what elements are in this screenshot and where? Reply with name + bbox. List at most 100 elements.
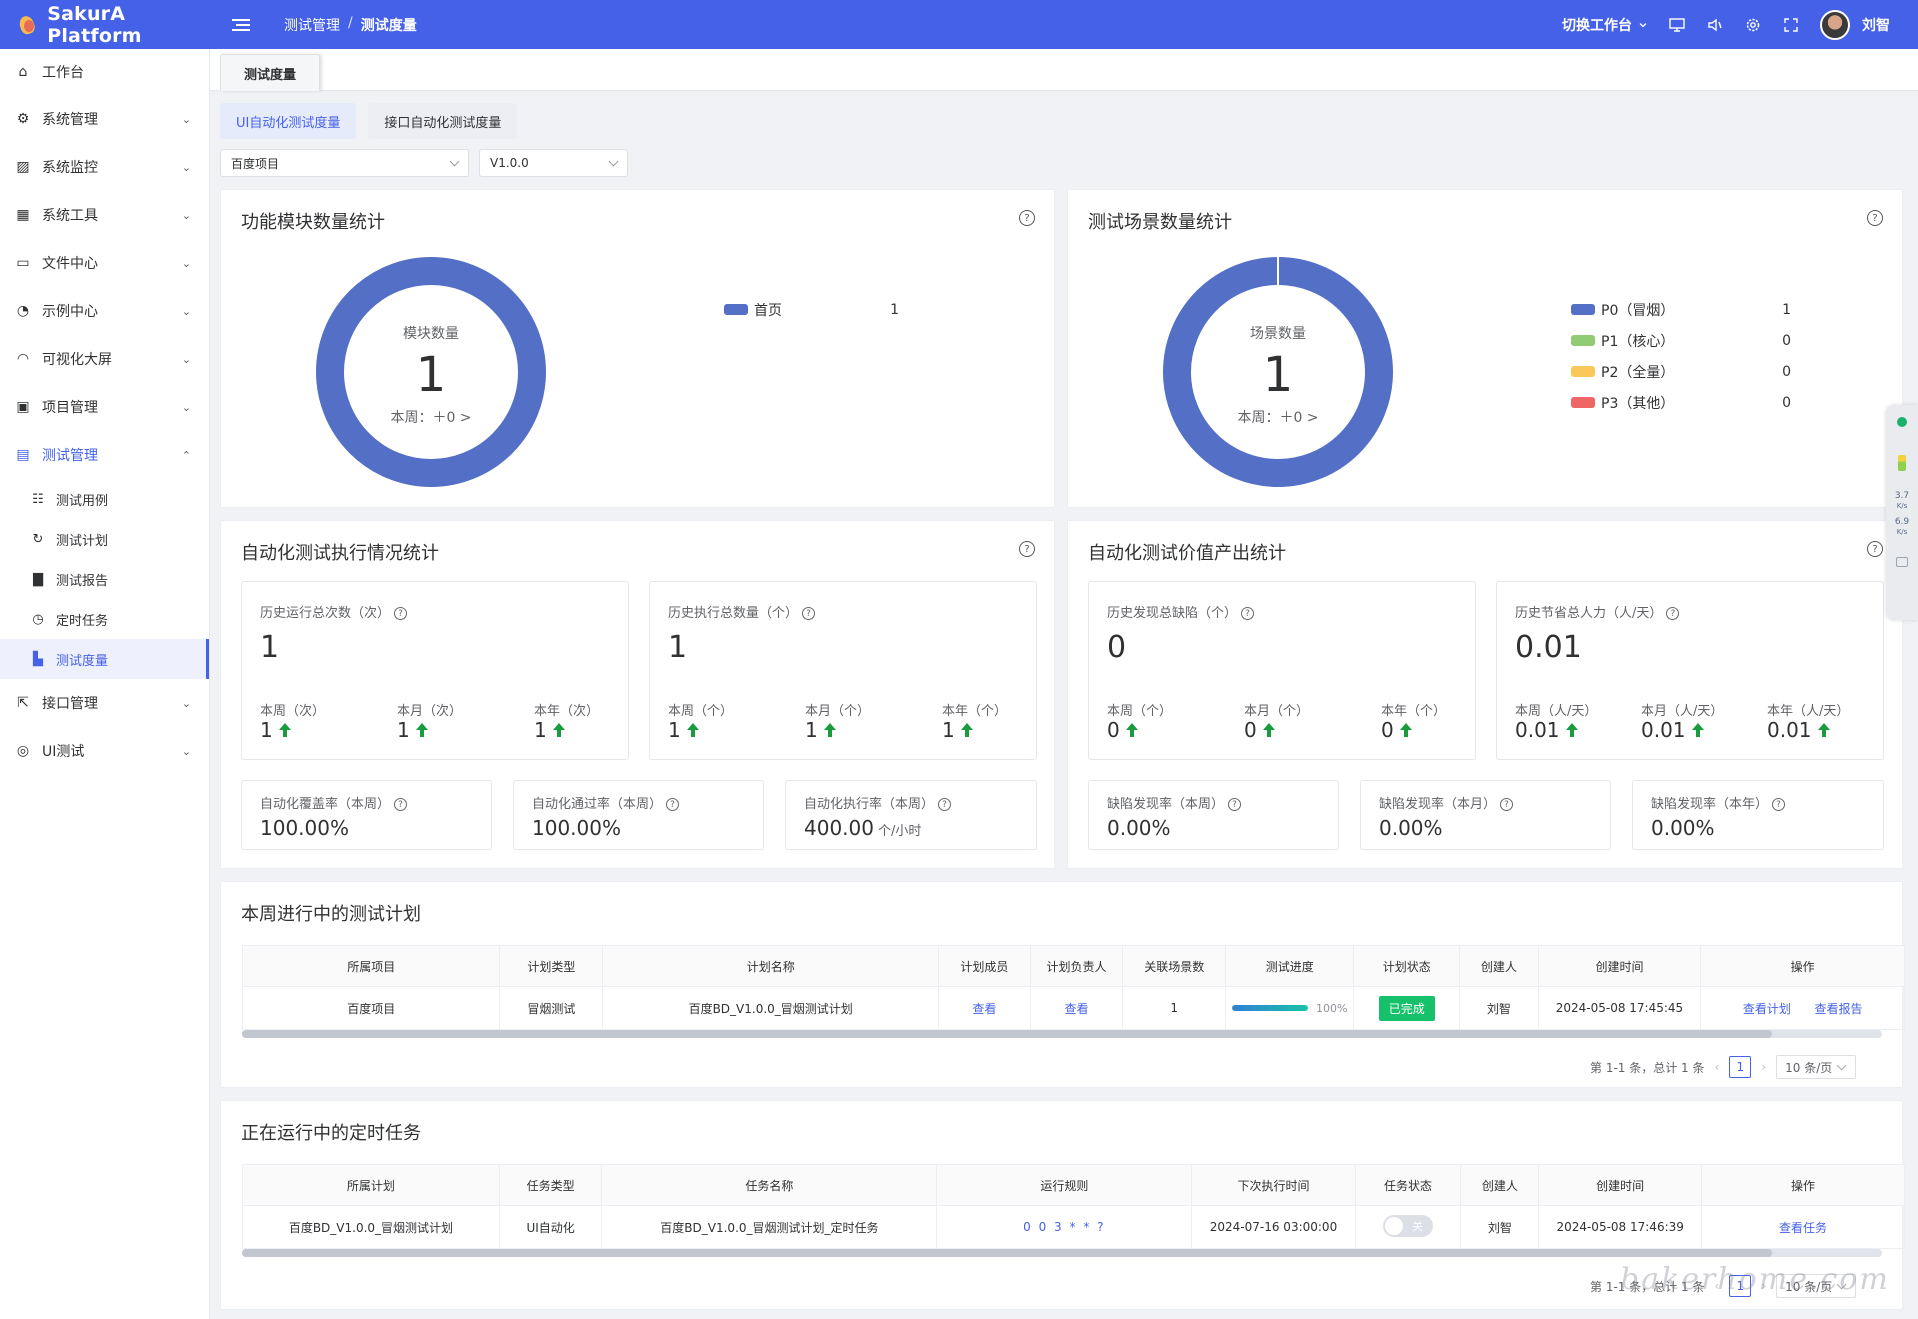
column-header[interactable]: 下次执行时间 — [1191, 1164, 1356, 1206]
sidebar-item-workbench[interactable]: ⌂ 工作台 — [0, 49, 209, 95]
column-header[interactable]: 创建人 — [1460, 1164, 1540, 1206]
progress-text: 100% — [1316, 1001, 1348, 1015]
tab-ui-automation-metrics[interactable]: UI自动化测试度量 — [220, 103, 357, 139]
column-header[interactable]: 创建人 — [1459, 945, 1539, 987]
column-header[interactable]: 测试进度 — [1225, 945, 1355, 987]
legend-item[interactable]: P3（其他） 0 — [1571, 387, 1791, 418]
status-dot-icon — [1897, 417, 1907, 427]
cell-progress: 100% — [1225, 986, 1355, 1030]
next-page-icon[interactable]: › — [1761, 1279, 1767, 1293]
page-tab-test-metrics[interactable]: 测试度量 — [220, 54, 320, 91]
column-header[interactable]: 计划类型 — [499, 945, 604, 987]
column-header[interactable]: 计划成员 — [938, 945, 1031, 987]
sidebar-subitem-test-report[interactable]: ▇ 测试报告 — [0, 559, 209, 599]
view-plan-link[interactable]: 查看计划 — [1742, 1001, 1791, 1016]
help-icon[interactable]: ? — [394, 607, 408, 620]
sidebar-item-api-management[interactable]: ⇱ 接口管理 ⌄ — [0, 679, 209, 727]
help-icon[interactable]: ? — [1500, 798, 1514, 811]
column-header[interactable]: 所属计划 — [242, 1164, 500, 1206]
help-icon[interactable]: ? — [1867, 210, 1883, 226]
sidebar-item-project-management[interactable]: ▣ 项目管理 ⌄ — [0, 383, 209, 431]
sidebar-item-file-center[interactable]: ▭ 文件中心 ⌄ — [0, 239, 209, 287]
page-size-select[interactable]: 10 条/页 — [1776, 1274, 1857, 1298]
column-header[interactable]: 任务名称 — [601, 1164, 938, 1206]
legend-item[interactable]: P2（全量） 0 — [1571, 356, 1791, 387]
column-header[interactable]: 任务类型 — [498, 1164, 603, 1206]
sidebar-item-example-center[interactable]: ◔ 示例中心 ⌄ — [0, 287, 209, 335]
column-header[interactable]: 所属项目 — [241, 945, 501, 987]
donut-week-link[interactable]: 本周：＋0 > — [390, 410, 472, 426]
history-exec-count-box: 历史执行总数量（个）? 1 本周（个） 1 本月（个） 1 本年（个） 1 — [649, 581, 1037, 760]
page-number[interactable]: 1 — [1729, 1275, 1752, 1297]
speaker-icon[interactable] — [1706, 16, 1724, 34]
help-icon[interactable]: ? — [938, 798, 952, 811]
cron-rule-link[interactable]: 0 0 3 * * ? — [1023, 1220, 1106, 1234]
help-icon[interactable]: ? — [1019, 210, 1035, 226]
column-header[interactable]: 计划状态 — [1353, 945, 1461, 987]
sidebar-item-system-tools[interactable]: ▦ 系统工具 ⌄ — [0, 191, 209, 239]
view-owner-link[interactable]: 查看 — [1064, 1001, 1089, 1016]
camera-icon[interactable] — [1896, 557, 1908, 567]
horizontal-scrollbar[interactable] — [242, 1249, 1882, 1257]
legend-item[interactable]: P0（冒烟） 1 — [1571, 294, 1791, 325]
sidebar-subitem-test-case[interactable]: ☷ 测试用例 — [0, 479, 209, 519]
horizontal-scrollbar[interactable] — [242, 1030, 1882, 1038]
prev-page-icon[interactable]: ‹ — [1714, 1279, 1720, 1293]
column-header[interactable]: 创建时间 — [1538, 1164, 1702, 1206]
help-icon[interactable]: ? — [1666, 607, 1680, 620]
column-header[interactable]: 操作 — [1700, 945, 1905, 987]
page-number[interactable]: 1 — [1729, 1056, 1752, 1078]
next-page-icon[interactable]: › — [1761, 1060, 1767, 1074]
sidebar-item-ui-test[interactable]: ◎ UI测试 ⌄ — [0, 727, 209, 775]
help-icon[interactable]: ? — [394, 798, 408, 811]
sidebar-subitem-test-plan[interactable]: ↻ 测试计划 — [0, 519, 209, 559]
avatar[interactable] — [1820, 9, 1850, 40]
help-icon[interactable]: ? — [1772, 798, 1786, 811]
legend-item[interactable]: P1（核心） 0 — [1571, 325, 1791, 356]
legend-item[interactable]: 首页 1 — [724, 294, 899, 325]
column-header[interactable]: 计划负责人 — [1029, 945, 1124, 987]
column-header[interactable]: 运行规则 — [936, 1164, 1193, 1206]
gear-icon[interactable] — [1744, 16, 1762, 34]
prev-page-icon[interactable]: ‹ — [1714, 1060, 1720, 1074]
column-header[interactable]: 任务状态 — [1354, 1164, 1462, 1206]
help-icon[interactable]: ? — [1241, 607, 1255, 620]
column-header[interactable]: 操作 — [1700, 1164, 1906, 1206]
help-icon[interactable]: ? — [666, 798, 680, 811]
help-icon[interactable]: ? — [1228, 798, 1242, 811]
monitor-icon[interactable] — [1668, 16, 1686, 34]
column-header[interactable]: 计划名称 — [602, 945, 940, 987]
view-members-link[interactable]: 查看 — [972, 1001, 997, 1016]
view-report-link[interactable]: 查看报告 — [1814, 1001, 1863, 1016]
sidebar-subitem-label: 测试报告 — [56, 573, 109, 589]
help-icon[interactable]: ? — [802, 607, 816, 620]
network-speed-widget[interactable]: 3.7 K/s 6.9 K/s — [1886, 405, 1918, 620]
logo[interactable]: SakurA Platform — [0, 3, 220, 47]
column-header[interactable]: 关联场景数 — [1122, 945, 1227, 987]
sidebar-item-system-management[interactable]: ⚙ 系统管理 ⌄ — [0, 95, 209, 143]
menu-fold-icon[interactable] — [230, 13, 254, 37]
page-size-select[interactable]: 10 条/页 — [1776, 1055, 1857, 1079]
column-header[interactable]: 创建时间 — [1537, 945, 1702, 987]
user-name[interactable]: 刘智 — [1862, 17, 1890, 34]
breadcrumb-item[interactable]: 测试管理 — [284, 17, 340, 34]
fullscreen-icon[interactable] — [1782, 16, 1800, 34]
view-task-link[interactable]: 查看任务 — [1778, 1220, 1827, 1235]
sidebar-item-dashboard[interactable]: ◠ 可视化大屏 ⌄ — [0, 335, 209, 383]
sidebar-item-system-monitor[interactable]: ▨ 系统监控 ⌄ — [0, 143, 209, 191]
version-select[interactable]: V1.0.0 — [479, 149, 628, 177]
legend-swatch — [1571, 304, 1595, 315]
stat-sub-value: 1 — [668, 718, 699, 742]
project-select[interactable]: 百度项目 — [220, 149, 469, 177]
donut-week-link[interactable]: 本周：＋0 > — [1237, 410, 1319, 426]
sidebar-subitem-scheduled-task[interactable]: ◷ 定时任务 — [0, 599, 209, 639]
up-arrow-icon — [823, 723, 836, 737]
up-arrow-icon — [278, 723, 291, 737]
task-status-toggle[interactable]: 关 — [1382, 1214, 1433, 1237]
sidebar-subitem-test-metrics[interactable]: ▙ 测试度量 — [0, 639, 209, 679]
switch-workspace-dropdown[interactable]: 切换工作台 — [1562, 15, 1648, 35]
sidebar-item-test-management[interactable]: ▤ 测试管理 ⌃ — [0, 431, 209, 479]
help-icon[interactable]: ? — [1867, 541, 1883, 557]
tab-api-automation-metrics[interactable]: 接口自动化测试度量 — [368, 103, 518, 139]
help-icon[interactable]: ? — [1019, 541, 1035, 557]
